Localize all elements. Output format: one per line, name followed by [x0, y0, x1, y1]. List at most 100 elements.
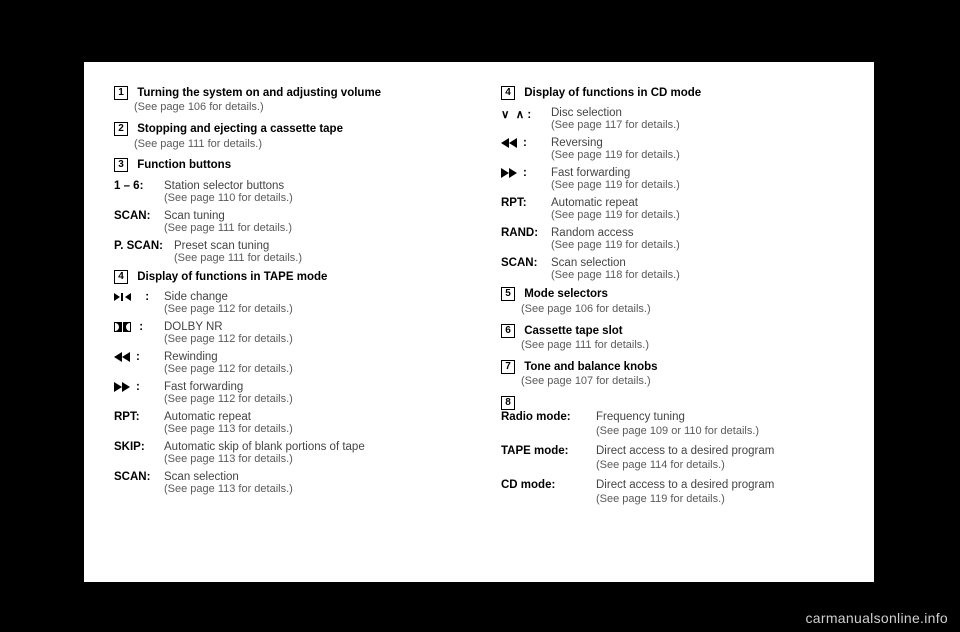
numbox-5: 5	[501, 287, 515, 301]
section-4-tape: 4 Display of functions in TAPE mode	[114, 270, 457, 284]
tape-label-scan: SCAN:	[114, 471, 164, 495]
section-4l-title: Display of functions in TAPE mode	[137, 271, 327, 283]
mode-cd-s: (See page 119 for details.)	[596, 493, 821, 507]
mode-text-radio: Frequency tuning (See page 109 or 110 fo…	[596, 410, 821, 438]
tape-rewind-s: (See page 112 for details.)	[164, 363, 457, 375]
dolby-icon: :	[114, 321, 164, 345]
fb-text-1-6: Station selector buttons (See page 110 f…	[164, 180, 457, 204]
fb-text-pscan-t: Preset scan tuning	[174, 240, 269, 252]
tape-scan-t: Scan selection	[164, 471, 239, 483]
ff-icon: :	[501, 167, 551, 191]
section-7-sub: (See page 107 for details.)	[521, 375, 651, 387]
tape-ff-t: Fast forwarding	[164, 381, 243, 393]
cd-rev-t: Reversing	[551, 137, 603, 149]
fb-row-pscan: P. SCAN: Preset scan tuning (See page 11…	[114, 240, 457, 264]
mode-tape-t: Direct access to a desired program	[596, 445, 774, 457]
tape-row-ff: : Fast forwarding (See page 112 for deta…	[114, 381, 457, 405]
cd-text-disc: Disc selection (See page 117 for details…	[551, 107, 844, 131]
tape-ff-s: (See page 112 for details.)	[164, 393, 457, 405]
section-2-title: Stopping and ejecting a cassette tape	[137, 123, 343, 135]
tape-text-rewind: Rewinding (See page 112 for details.)	[164, 351, 457, 375]
tape-rewind-t: Rewinding	[164, 351, 218, 363]
section-3: 3 Function buttons	[114, 158, 457, 172]
tape-text-ff: Fast forwarding (See page 112 for detail…	[164, 381, 457, 405]
cd-rpt-s: (See page 119 for details.)	[551, 209, 844, 221]
cd-rpt-t: Automatic repeat	[551, 197, 638, 209]
mode-radio-t: Frequency tuning	[596, 411, 685, 423]
mode-label-cd: CD mode:	[501, 478, 596, 506]
cd-row-scan: SCAN: Scan selection (See page 118 for d…	[501, 257, 844, 281]
tape-text-rpt: Automatic repeat (See page 113 for detai…	[164, 411, 457, 435]
numbox-1: 1	[114, 86, 128, 100]
tape-skip-s: (See page 113 for details.)	[164, 453, 457, 465]
section-8: 8 Radio mode: Frequency tuning (See page…	[501, 396, 844, 513]
cd-row-rev: : Reversing (See page 119 for details.)	[501, 137, 844, 161]
cd-label-scan: SCAN:	[501, 257, 551, 281]
tape-skip-t: Automatic skip of blank portions of tape	[164, 441, 365, 453]
cd-label-rpt: RPT:	[501, 197, 551, 221]
cd-scan-s: (See page 118 for details.)	[551, 269, 844, 281]
numbox-2: 2	[114, 122, 128, 136]
tape-row-rpt: RPT: Automatic repeat (See page 113 for …	[114, 411, 457, 435]
fb-text-pscan-s: (See page 111 for details.)	[174, 252, 457, 264]
tape-dolby-t: DOLBY NR	[164, 321, 223, 333]
fb-text-1-6-t: Station selector buttons	[164, 180, 284, 192]
mode-label-tape: TAPE mode:	[501, 444, 596, 472]
numbox-4r: 4	[501, 86, 515, 100]
cd-text-rpt: Automatic repeat (See page 119 for detai…	[551, 197, 844, 221]
mode-row-cd: CD mode: Direct access to a desired prog…	[501, 478, 821, 506]
section-5: 5 Mode selectors (See page 106 for detai…	[501, 287, 844, 316]
fb-text-scan-t: Scan tuning	[164, 210, 225, 222]
side-change-icon: :	[114, 291, 164, 315]
cd-row-disc: ∨ ∧ : Disc selection (See page 117 for d…	[501, 107, 844, 131]
fast-forward-icon: :	[114, 381, 164, 405]
fb-text-1-6-s: (See page 110 for details.)	[164, 192, 457, 204]
manual-page: 1 Turning the system on and adjusting vo…	[84, 62, 874, 582]
tape-row-scan: SCAN: Scan selection (See page 113 for d…	[114, 471, 457, 495]
cd-text-scan: Scan selection (See page 118 for details…	[551, 257, 844, 281]
right-column: 4 Display of functions in CD mode ∨ ∧ : …	[501, 86, 844, 564]
mode-label-radio: Radio mode:	[501, 410, 596, 438]
tape-text-skip: Automatic skip of blank portions of tape…	[164, 441, 457, 465]
section-6: 6 Cassette tape slot (See page 111 for d…	[501, 324, 844, 353]
watermark-text: carmanualsonline.info	[806, 610, 949, 626]
mode-row-radio: Radio mode: Frequency tuning (See page 1…	[501, 410, 821, 438]
cd-rand-s: (See page 119 for details.)	[551, 239, 844, 251]
tape-text-sidechange: Side change (See page 112 for details.)	[164, 291, 457, 315]
cd-label-rand: RAND:	[501, 227, 551, 251]
cd-rev-s: (See page 119 for details.)	[551, 149, 844, 161]
section-2-sub: (See page 111 for details.)	[134, 138, 262, 150]
cd-rand-t: Random access	[551, 227, 633, 239]
cd-text-ff: Fast forwarding (See page 119 for detail…	[551, 167, 844, 191]
tape-rpt-t: Automatic repeat	[164, 411, 251, 423]
tape-scan-s: (See page 113 for details.)	[164, 483, 457, 495]
tape-sidechange-t: Side change	[164, 291, 228, 303]
cd-ff-t: Fast forwarding	[551, 167, 630, 179]
cd-scan-t: Scan selection	[551, 257, 626, 269]
cd-row-ff: : Fast forwarding (See page 119 for deta…	[501, 167, 844, 191]
section-5-sub: (See page 106 for details.)	[521, 303, 651, 315]
fb-label-pscan: P. SCAN:	[114, 240, 174, 264]
section-3-title: Function buttons	[137, 159, 231, 171]
section-7-title: Tone and balance knobs	[524, 361, 657, 373]
tape-text-dolby: DOLBY NR (See page 112 for details.)	[164, 321, 457, 345]
mode-text-cd: Direct access to a desired program (See …	[596, 478, 821, 506]
tape-sidechange-s: (See page 112 for details.)	[164, 303, 457, 315]
tape-label-rpt: RPT:	[114, 411, 164, 435]
section-1: 1 Turning the system on and adjusting vo…	[114, 86, 457, 115]
tape-row-rewind: : Rewinding (See page 112 for details.)	[114, 351, 457, 375]
fb-text-scan: Scan tuning (See page 111 for details.)	[164, 210, 457, 234]
reverse-icon: :	[501, 137, 551, 161]
mode-radio-s: (See page 109 or 110 for details.)	[596, 425, 821, 439]
mode-text-tape: Direct access to a desired program (See …	[596, 444, 821, 472]
numbox-8: 8	[501, 396, 515, 410]
fb-label-scan: SCAN:	[114, 210, 164, 234]
cd-disc-s: (See page 117 for details.)	[551, 119, 844, 131]
fb-text-scan-s: (See page 111 for details.)	[164, 222, 457, 234]
tape-row-skip: SKIP: Automatic skip of blank portions o…	[114, 441, 457, 465]
fb-text-pscan: Preset scan tuning (See page 111 for det…	[174, 240, 457, 264]
fb-row-1-6: 1 – 6: Station selector buttons (See pag…	[114, 180, 457, 204]
section-4r-title: Display of functions in CD mode	[524, 87, 701, 99]
mode-row-tape: TAPE mode: Direct access to a desired pr…	[501, 444, 821, 472]
tape-rpt-s: (See page 113 for details.)	[164, 423, 457, 435]
